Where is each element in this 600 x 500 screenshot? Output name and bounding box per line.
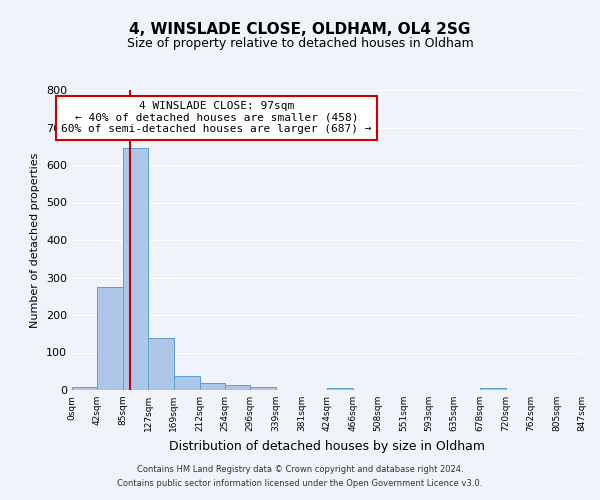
Bar [225, 385, 250, 390]
Bar [200, 382, 225, 390]
Bar [97, 287, 123, 390]
Bar [480, 388, 506, 390]
Text: 4, WINSLADE CLOSE, OLDHAM, OL4 2SG: 4, WINSLADE CLOSE, OLDHAM, OL4 2SG [130, 22, 470, 38]
X-axis label: Distribution of detached houses by size in Oldham: Distribution of detached houses by size … [169, 440, 485, 452]
Bar [72, 387, 97, 390]
Text: Size of property relative to detached houses in Oldham: Size of property relative to detached ho… [127, 38, 473, 51]
Text: Contains HM Land Registry data © Crown copyright and database right 2024.
Contai: Contains HM Land Registry data © Crown c… [118, 466, 482, 487]
Bar [148, 338, 174, 390]
Text: 4 WINSLADE CLOSE: 97sqm
← 40% of detached houses are smaller (458)
60% of semi-d: 4 WINSLADE CLOSE: 97sqm ← 40% of detache… [61, 101, 372, 134]
Bar [123, 148, 148, 390]
Bar [250, 388, 276, 390]
Bar [174, 376, 200, 390]
Bar [328, 388, 353, 390]
Y-axis label: Number of detached properties: Number of detached properties [31, 152, 40, 328]
